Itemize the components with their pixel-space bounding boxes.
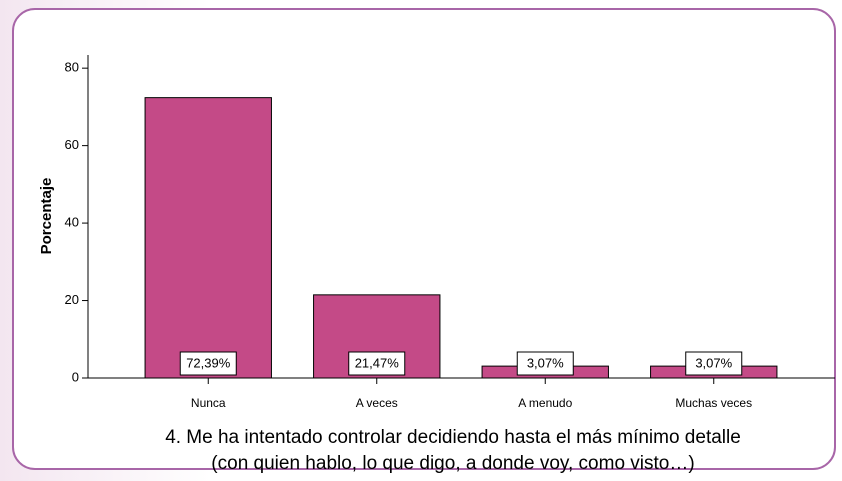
value-label: 72,39% xyxy=(186,355,231,370)
x-tick-label: Muchas veces xyxy=(675,396,752,410)
x-tick-label: A veces xyxy=(356,396,398,410)
value-label: 21,47% xyxy=(355,355,400,370)
y-tick-label: 0 xyxy=(72,369,79,384)
value-label-box xyxy=(179,351,237,376)
value-label: 3,07% xyxy=(527,355,564,370)
caption-line: (con quien hablo, lo que digo, a donde v… xyxy=(211,453,694,474)
value-label: 3,07% xyxy=(695,355,732,370)
bar xyxy=(144,97,272,379)
value-label-box xyxy=(685,351,743,376)
y-tick-label: 40 xyxy=(65,215,79,230)
y-axis-label: Porcentaje xyxy=(38,178,55,255)
caption-line: 4. Me ha intentado controlar decidiendo … xyxy=(165,427,741,448)
y-tick-label: 20 xyxy=(65,292,79,307)
y-tick-label: 60 xyxy=(65,137,79,152)
value-label-box xyxy=(348,351,406,376)
x-tick-label: Nunca xyxy=(191,396,226,410)
value-label-box xyxy=(516,351,574,376)
x-tick-label: A menudo xyxy=(518,396,572,410)
y-tick-label: 80 xyxy=(65,60,79,75)
